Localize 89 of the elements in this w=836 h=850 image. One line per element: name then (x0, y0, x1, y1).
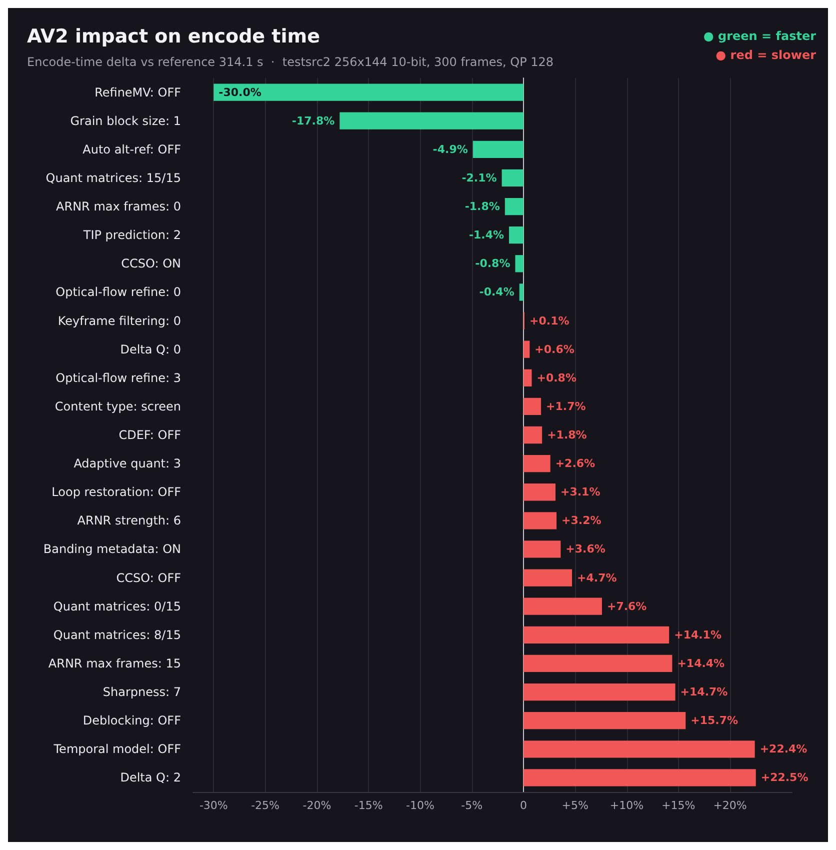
data-label: +3.2% (562, 514, 602, 528)
data-label: +14.1% (674, 628, 722, 642)
data-label: -17.8% (292, 114, 335, 128)
y-tick-label: Delta Q: 0 (120, 342, 181, 356)
x-tick-label: +10% (610, 799, 644, 812)
bar (523, 769, 756, 786)
chart-title: AV2 impact on encode time (27, 26, 320, 48)
bar (523, 540, 561, 558)
y-tick-label: Temporal model: OFF (52, 742, 182, 756)
y-tick-label: ARNR max frames: 0 (56, 200, 181, 214)
data-label: +0.1% (530, 314, 570, 328)
y-tick-label: Deblocking: OFF (82, 714, 182, 728)
data-label: +14.4% (677, 656, 725, 670)
y-tick-label: Adaptive quant: 3 (74, 456, 181, 471)
y-tick-label: Quant matrices: 15/15 (46, 170, 181, 185)
y-tick-label: ARNR strength: 6 (77, 514, 181, 528)
y-tick-label: CCSO: OFF (116, 570, 182, 585)
x-tick-label: +15% (662, 799, 696, 812)
data-label: +0.6% (534, 342, 574, 356)
data-label: -4.9% (432, 142, 468, 156)
bar (523, 683, 676, 701)
x-tick-label: 0 (520, 799, 527, 812)
data-label: +22.5% (760, 771, 808, 784)
y-tick-label: Banding metadata: ON (43, 542, 181, 556)
data-label: -1.4% (468, 228, 504, 242)
bar (523, 598, 602, 615)
bar (523, 712, 686, 730)
x-tick-label: -5% (461, 799, 483, 812)
data-label: -1.8% (464, 200, 500, 214)
bar (523, 426, 542, 444)
data-label: +1.8% (547, 428, 587, 442)
bar (340, 112, 524, 130)
bar (523, 512, 557, 530)
bar (504, 198, 524, 216)
y-tick-label: Optical-flow refine: 0 (56, 285, 181, 300)
bar (519, 284, 524, 301)
bar (523, 454, 550, 472)
x-tick-label: -25% (251, 799, 280, 812)
data-label: +3.1% (560, 486, 600, 499)
data-label: -0.4% (479, 286, 514, 299)
bar (502, 169, 524, 187)
y-tick-label: Delta Q: 2 (120, 770, 181, 785)
y-tick-label: Content type: screen (54, 399, 181, 414)
data-label: +15.7% (690, 714, 738, 728)
data-label: +2.6% (555, 457, 596, 470)
y-tick-label: CDEF: OFF (118, 428, 182, 442)
x-tick-label: -20% (302, 799, 332, 812)
bar (523, 569, 572, 586)
bar (214, 84, 524, 101)
y-tick-label: Optical-flow refine: 3 (56, 370, 181, 385)
bar (523, 398, 542, 416)
x-tick-label: -30% (199, 799, 228, 812)
y-tick-label: Keyframe filtering: 0 (58, 314, 181, 328)
data-label: -2.1% (462, 171, 497, 184)
y-tick-label: TIP prediction: 2 (82, 228, 181, 242)
data-label: +22.4% (760, 742, 808, 756)
bar (472, 140, 524, 158)
text: ● green = faster (703, 29, 816, 43)
y-tick-label: Quant matrices: 8/15 (53, 628, 181, 642)
x-tick-label: +20% (713, 799, 747, 812)
y-tick-label: Quant matrices: 0/15 (53, 599, 181, 614)
y-tick-label: Auto alt-ref: OFF (82, 142, 182, 156)
bar (523, 654, 672, 672)
text: ● red = slower (716, 48, 816, 62)
y-tick-label: Loop restoration: OFF (52, 485, 182, 500)
x-tick-label: -15% (354, 799, 383, 812)
bar (523, 626, 670, 644)
data-label: +3.6% (566, 542, 606, 556)
data-label: +4.7% (577, 571, 617, 584)
bar (523, 340, 530, 358)
x-tick-label: -10% (406, 799, 434, 812)
data-label: -0.8% (475, 257, 510, 270)
y-tick-label: RefineMV: OFF (94, 85, 182, 100)
y-tick-label: Grain block size: 1 (70, 114, 181, 128)
y-tick-label: Sharpness: 7 (102, 685, 181, 700)
bar (523, 740, 755, 758)
chart-subtitle: Encode-time delta vs reference 314.1 s · testsrc2 256x144 10-bit, 300 frames, QP 128 (27, 55, 554, 69)
x-tick-label: +5% (562, 799, 588, 812)
data-label: -30.0% (218, 86, 262, 99)
y-tick-label: CCSO: ON (121, 256, 181, 271)
bar (515, 255, 524, 272)
data-label: +7.6% (606, 600, 647, 613)
data-label: +1.7% (546, 400, 586, 413)
bar (509, 226, 524, 244)
y-tick-label: ARNR max frames: 15 (48, 656, 181, 670)
bar (523, 369, 532, 386)
bar (523, 484, 556, 501)
data-label: +0.8% (536, 371, 576, 384)
data-label: +14.7% (680, 686, 728, 699)
